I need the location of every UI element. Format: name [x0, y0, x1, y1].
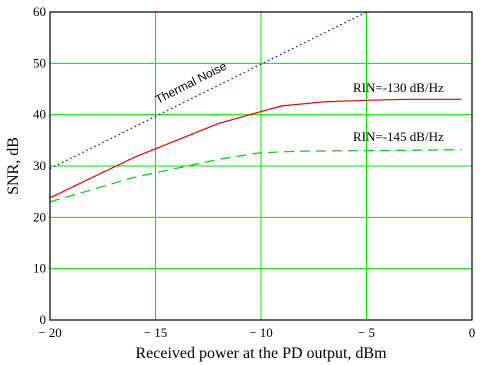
annotation-rin-145: RIN=-145 dB/Hz	[353, 129, 444, 144]
series-line-rin-130-db-hz	[50, 98, 462, 199]
plot-frame	[49, 11, 473, 321]
y-tick-label-0: 0	[40, 312, 47, 327]
tick-labels: − 20 − 15 − 10 − 5 0 0 10 20 30 40 50 60	[33, 4, 475, 340]
series-line-rin-145-db-hz	[50, 149, 462, 203]
y-tick-label-1: 10	[33, 261, 46, 276]
y-axis-title: SNR, dB	[5, 137, 22, 195]
y-tick-label-5: 50	[33, 55, 46, 70]
x-axis-title: Received power at the PD output, dBm	[135, 345, 387, 362]
y-tick-label-4: 40	[33, 107, 46, 122]
x-tick-label-0: − 20	[38, 325, 62, 340]
y-tick-label-3: 30	[33, 158, 46, 173]
grid	[49, 11, 473, 321]
y-tick-label-6: 60	[33, 4, 46, 19]
y-tick-label-2: 20	[33, 209, 46, 224]
x-tick-label-4: 0	[469, 325, 476, 340]
x-tick-label-1: − 15	[144, 325, 168, 340]
x-tick-label-2: − 10	[249, 325, 273, 340]
series-layer	[50, 12, 462, 203]
series-line-thermal-noise	[50, 12, 367, 170]
annotation-rin-130: RIN=-130 dB/Hz	[353, 80, 444, 95]
x-tick-label-3: − 5	[358, 325, 375, 340]
